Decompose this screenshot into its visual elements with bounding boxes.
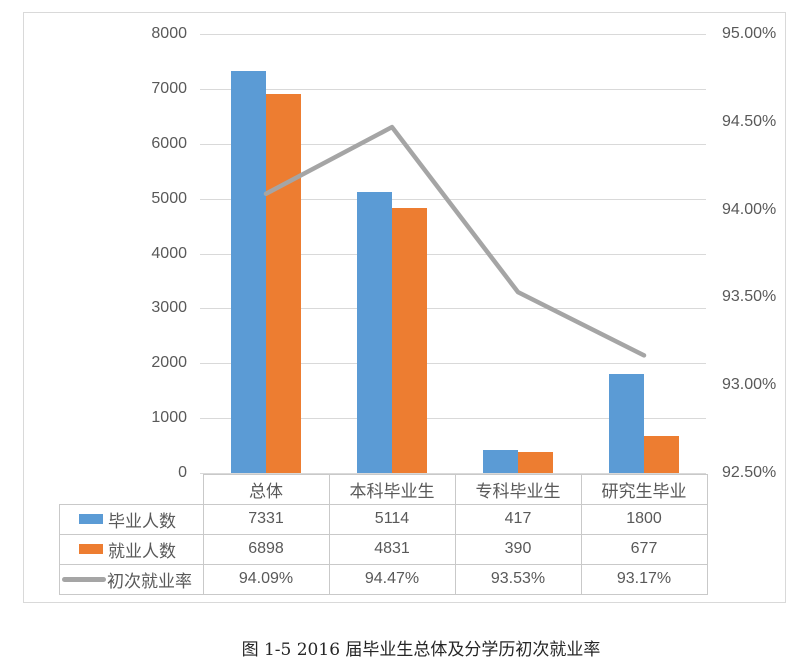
major-gridline [200, 143, 706, 145]
table-value-cell: 417 [504, 510, 532, 527]
table-border [59, 504, 708, 505]
employment-rate-line-layer [263, 124, 647, 358]
bar-employed [518, 451, 553, 473]
table-header-cell: 专科毕业生 [475, 481, 561, 501]
table-header-cell: 研究生毕业 [601, 481, 687, 501]
primary-axis-tick-label: 7000 [151, 79, 187, 97]
table-value-cell: 94.47% [364, 570, 420, 587]
secondary-axis-tick-label: 94.50% [722, 112, 777, 130]
table-value-cell: 390 [504, 540, 532, 557]
table-value-cell: 5114 [374, 510, 410, 527]
primary-axis-tick-label: 3000 [151, 299, 187, 317]
bar-employed [392, 207, 427, 473]
table-border [59, 504, 60, 594]
bar-graduates [231, 70, 266, 473]
legend-row-label-text: 就业人数 [108, 541, 176, 561]
major-gridline [200, 88, 706, 90]
legend-row-label: 就业人数 [59, 534, 203, 564]
chart-canvas: 8000 7000 6000 5000 4000 3000 2000 1000 0 95.00% 9… [23, 12, 786, 603]
primary-axis-tick-label: 5000 [151, 189, 187, 207]
table-border [59, 564, 708, 565]
table-border [203, 474, 708, 475]
table-border [59, 534, 708, 535]
bar-employed [644, 435, 679, 473]
primary-axis-tick-label: 4000 [151, 244, 187, 262]
legend-row-label: 初次就业率 [59, 564, 203, 594]
table-border [59, 594, 708, 595]
primary-axis-tick-label: 2000 [151, 354, 187, 372]
secondary-axis-tick-label: 95.00% [722, 25, 777, 42]
major-gridline [200, 363, 706, 365]
primary-axis-tick-label: 6000 [151, 134, 187, 152]
table-value-cell: 6898 [248, 540, 284, 557]
primary-axis-tick-label: 8000 [151, 25, 187, 42]
table-value-cell: 94.09% [238, 570, 294, 587]
legend-swatch-rate-line [62, 576, 106, 582]
secondary-axis-tick-label: 94.00% [722, 200, 777, 218]
figure-caption: 图 1-5 2016 届毕业生总体及分学历初次就业率 [241, 640, 601, 660]
major-gridline [200, 418, 706, 420]
major-gridline [200, 34, 706, 35]
table-value-cell: 677 [630, 540, 658, 557]
bar-graduates [609, 374, 644, 473]
table-value-cell: 7331 [248, 510, 284, 527]
bar-graduates [357, 192, 392, 473]
primary-axis-tick-label: 1000 [151, 409, 187, 427]
table-header-cell: 本科毕业生 [349, 481, 435, 501]
bar-graduates [483, 450, 518, 473]
legend-row-label-text: 毕业人数 [108, 511, 176, 531]
legend-swatch-graduates [79, 514, 103, 524]
employment-rate-line [263, 124, 647, 358]
table-value-cell: 93.17% [616, 570, 672, 587]
major-gridline [200, 198, 706, 200]
major-gridline [200, 253, 706, 255]
table-header-cell: 总体 [249, 481, 283, 501]
secondary-axis-tick-label: 92.50% [722, 464, 777, 481]
bar-employed [266, 94, 301, 473]
table-value-cell: 93.53% [490, 570, 546, 587]
secondary-axis-tick-label: 93.00% [722, 376, 777, 394]
legend-row-label: 毕业人数 [59, 504, 203, 534]
table-value-cell: 1800 [626, 510, 662, 527]
primary-axis-tick-label: 0 [178, 464, 187, 481]
major-gridline [200, 473, 706, 474]
secondary-axis-tick-label: 93.50% [722, 288, 777, 306]
table-value-cell: 4831 [374, 540, 410, 557]
legend-row-label-text: 初次就业率 [107, 571, 192, 591]
major-gridline [200, 308, 706, 310]
legend-swatch-employed [79, 544, 103, 554]
